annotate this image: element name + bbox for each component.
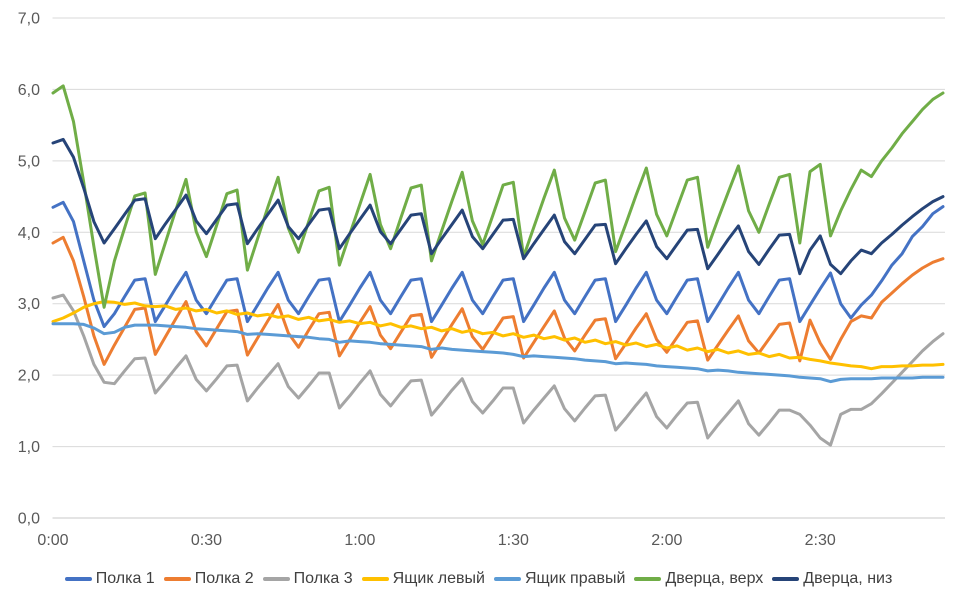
series-line-4 (51, 322, 945, 384)
legend-item-5: Дверца, верх (634, 571, 763, 587)
y-axis-tick-label: 5,0 (18, 153, 40, 170)
y-axis-tick-label: 3,0 (18, 296, 40, 313)
y-axis-tick-label: 6,0 (18, 82, 40, 99)
x-axis-tick-label: 2:30 (805, 532, 836, 549)
gridlines: 0,0 1,0 2,0 3,0 4,0 5,0 6,0 7,0 (18, 11, 945, 528)
legend-item-label: Полка 3 (293, 570, 353, 587)
series-line-1 (51, 235, 945, 366)
series-line-5 (51, 84, 945, 309)
x-axis-tick-label: 2:00 (651, 532, 682, 549)
legend-line-swatch-icon (361, 577, 389, 581)
legend-item-label: Дверца, верх (665, 570, 764, 587)
y-axis-tick-label: 1,0 (18, 439, 40, 456)
legend-line-swatch-icon (163, 577, 191, 581)
legend-item-2: Полка 3 (262, 570, 353, 587)
x-axis-tick-label: 0:00 (37, 532, 68, 549)
legend-line-swatch-icon (634, 577, 662, 581)
chart-legend: Полка 1 Полка 2 Полка 3 Ящик левый Ящик прав… (0, 567, 957, 591)
legend-item-3: Ящик левый (361, 570, 485, 587)
legend-item-label: Ящик правый (524, 570, 626, 587)
legend-line-swatch-icon (262, 577, 290, 581)
series-line-3 (51, 300, 945, 371)
legend-item-label: Дверца, низ (803, 570, 893, 587)
series-line-0 (51, 200, 945, 329)
x-axis-tick-label: 1:00 (344, 532, 375, 549)
legend-item-1: Полка 2 (163, 570, 254, 587)
legend-line-swatch-icon (772, 577, 800, 581)
line-chart: 0,0 1,0 2,0 3,0 4,0 5,0 6,0 7,0 0:00 0:30 1:00 1:30… (18, 11, 945, 549)
x-axis-ticks: 0:00 0:30 1:00 1:30 2:00 2:30 (37, 532, 835, 549)
series-line-6 (51, 137, 945, 276)
series-lines (51, 84, 945, 447)
y-axis-tick-label: 2,0 (18, 368, 40, 385)
y-axis-tick-label: 7,0 (18, 11, 40, 28)
legend-line-swatch-icon (493, 577, 521, 581)
legend-item-label: Полка 1 (95, 570, 155, 587)
y-axis-tick-label: 4,0 (18, 225, 40, 242)
legend-item-label: Полка 2 (194, 570, 254, 587)
legend-item-6: Дверца, низ (772, 571, 892, 587)
x-axis-tick-label: 1:30 (498, 532, 529, 549)
series-line-2 (51, 293, 945, 447)
y-axis-tick-label: 0,0 (18, 511, 40, 528)
legend-item-label: Ящик левый (392, 570, 485, 587)
x-axis-tick-label: 0:30 (191, 532, 222, 549)
legend-item-4: Ящик правый (493, 570, 626, 587)
legend-line-swatch-icon (64, 577, 92, 581)
legend-item-0: Полка 1 (64, 570, 155, 587)
